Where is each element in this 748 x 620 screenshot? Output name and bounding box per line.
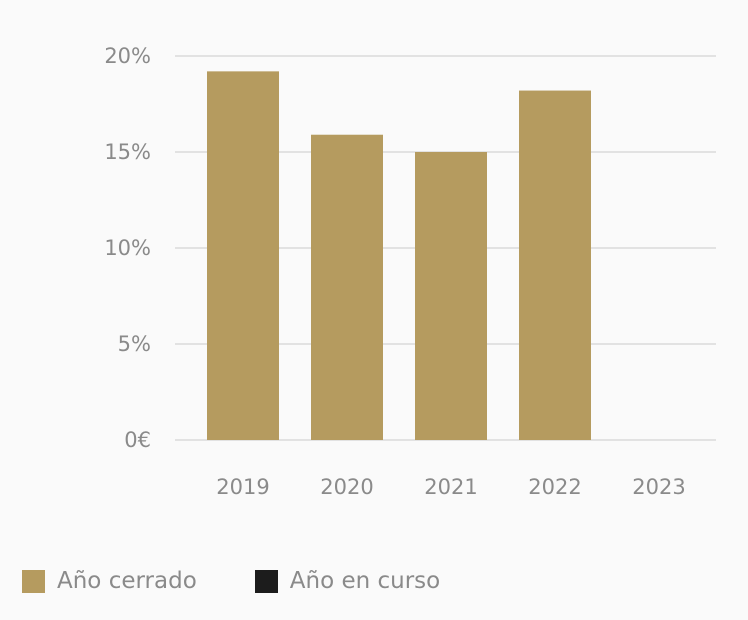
y-tick-label: 20% — [104, 44, 151, 68]
y-tick-label: 15% — [104, 140, 151, 164]
chart-legend: Año cerrado Año en curso — [22, 568, 498, 594]
legend-swatch-ano-en-curso — [254, 569, 278, 593]
y-tick-label: 0€ — [124, 428, 151, 452]
x-tick-label: 2019 — [216, 475, 269, 499]
bar-chart: 0€ 5% 10% 15% 20% 2019 2020 2021 2022 2023 — [104, 44, 716, 499]
x-tick-label: 2023 — [632, 475, 685, 499]
legend-label-ano-cerrado: Año cerrado — [57, 568, 197, 594]
y-tick-label: 10% — [104, 236, 151, 260]
bar-2022 — [519, 90, 591, 440]
legend-swatch-ano-cerrado — [22, 569, 45, 593]
legend-item-ano-en-curso[interactable]: Año en curso — [254, 568, 441, 594]
x-tick-label: 2021 — [424, 475, 477, 499]
legend-item-ano-cerrado[interactable]: Año cerrado — [22, 568, 197, 594]
legend-label-ano-en-curso: Año en curso — [289, 568, 441, 594]
bar-2019 — [207, 71, 279, 441]
y-tick-label: 5% — [118, 332, 151, 356]
x-tick-label: 2022 — [528, 475, 581, 499]
x-tick-label: 2020 — [320, 475, 373, 499]
bar-2021 — [415, 152, 487, 440]
bar-2020 — [311, 134, 383, 440]
